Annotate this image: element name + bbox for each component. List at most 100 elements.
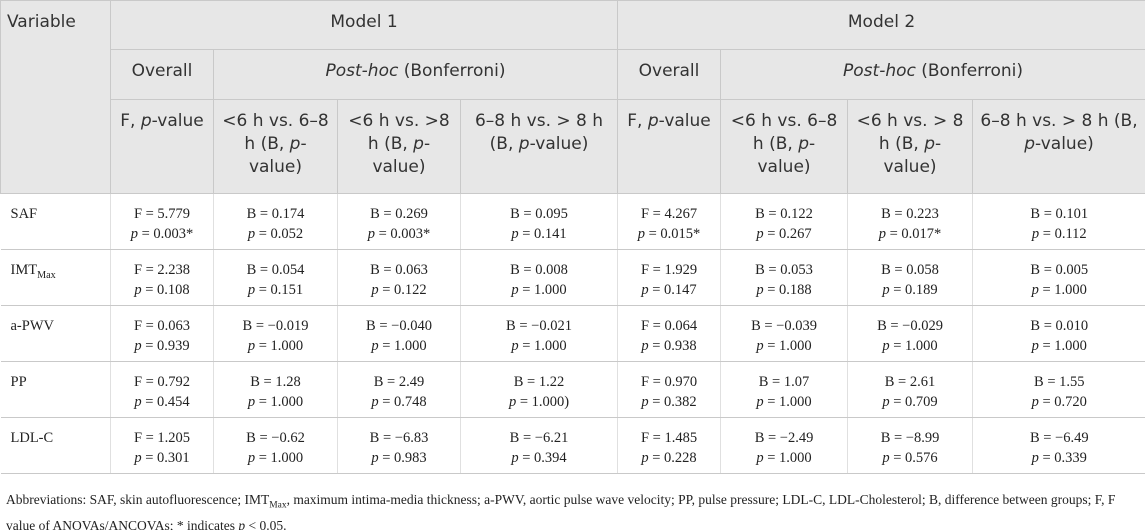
header-text: <6 h vs. 6–8 h (B, xyxy=(222,111,329,154)
variable-cell: IMTMax xyxy=(0,249,111,306)
cell-line: B = −0.029 xyxy=(877,318,943,334)
cell-line: p = 0.147 xyxy=(641,282,697,298)
header-text: Post-hoc xyxy=(843,61,916,81)
cell-line: F = 1.205 xyxy=(133,430,191,446)
variable-text: PP xyxy=(10,374,27,390)
cell-line: B = 0.101 xyxy=(1030,206,1089,222)
header-text: p xyxy=(924,134,935,154)
header-text: p xyxy=(518,134,530,154)
cell-line: F = 0.970 xyxy=(640,374,698,390)
header-overall: Overall xyxy=(617,49,722,100)
cell-line: p = 1.000) xyxy=(508,394,570,410)
cell-line: p = 1.000 xyxy=(1031,282,1087,298)
header-text: -value xyxy=(658,111,711,131)
table: Variable Model 1 Model 2 Overall Post-hoc… xyxy=(0,0,1145,474)
cell-line: B = 0.269 xyxy=(370,206,428,222)
data-cell: B = −0.040 p = 1.000 xyxy=(337,305,461,362)
data-cell: B = −0.021 p = 1.000 xyxy=(459,305,618,362)
data-cell: B = 0.005 p = 1.000 xyxy=(972,249,1145,306)
cell-line: p = 1.000 xyxy=(371,338,427,354)
cell-line: F = 0.792 xyxy=(133,374,191,390)
cell-line: B = 0.053 xyxy=(755,262,813,278)
cell-line: B = 0.174 xyxy=(246,206,305,222)
cell-line: p = 0.709 xyxy=(882,394,938,410)
footnote-text: Abbreviations: SAF, skin autofluorescenc… xyxy=(6,492,270,507)
data-cell: B = 0.095 p = 0.141 xyxy=(459,193,618,250)
cell-line: p = 0.576 xyxy=(882,450,938,466)
header-text: (Bonferroni) xyxy=(398,61,506,81)
header-text: -value) xyxy=(372,134,431,177)
header-text: <6 h vs. 6–8 h (B, xyxy=(730,111,838,154)
footnote-text: < 0.05. xyxy=(245,517,287,530)
cell-line: B = 0.122 xyxy=(755,206,813,222)
cell-line: p = 0.112 xyxy=(1031,226,1087,242)
cell-line: p = 1.000 xyxy=(882,338,938,354)
data-cell: B = 2.61 p = 0.709 xyxy=(847,361,973,418)
cell-line: p = 0.015* xyxy=(637,226,701,242)
cell-line: B = 0.005 xyxy=(1030,262,1089,278)
footnote: Abbreviations: SAF, skin autofluorescenc… xyxy=(0,474,1145,530)
cell-line: B = −2.49 xyxy=(754,430,814,446)
header-stat: <6 h vs. > 8 h (B, p-value) xyxy=(847,99,974,194)
cell-line: B = 0.223 xyxy=(881,206,939,222)
data-cell: B = 0.053 p = 0.188 xyxy=(720,249,848,306)
variable-text: IMT xyxy=(10,262,38,278)
data-cell: B = −0.039 p = 1.000 xyxy=(720,305,848,362)
cell-line: F = 0.063 xyxy=(133,318,191,334)
header-text: 6–8 h vs. > 8 h (B, xyxy=(980,111,1138,131)
header-stat: F, p-value xyxy=(110,99,214,194)
variable-cell: LDL-C xyxy=(0,417,111,474)
cell-line: p = 1.000 xyxy=(247,338,304,354)
cell-line: p = 0.017* xyxy=(878,226,942,242)
header-text: -value) xyxy=(248,134,307,177)
data-cell: B = −8.99 p = 0.576 xyxy=(847,417,973,474)
cell-line: p = 0.141 xyxy=(511,226,567,242)
data-cell: B = 0.058 p = 0.189 xyxy=(847,249,973,306)
header-text: (Bonferroni) xyxy=(915,61,1024,81)
cell-line: B = 2.49 xyxy=(373,374,425,390)
header-text: F, xyxy=(627,111,648,131)
header-stat: <6 h vs. 6–8 h (B, p-value) xyxy=(720,99,849,194)
cell-line: B = −0.039 xyxy=(751,318,817,334)
cell-line: B = −0.019 xyxy=(242,318,309,334)
cell-line: B = −8.99 xyxy=(880,430,940,446)
header-text: 6–8 h vs. > 8 h (B, xyxy=(474,111,604,154)
header-model: Model 2 xyxy=(617,0,1145,50)
header-stat: <6 h vs. >8 h (B, p-value) xyxy=(337,99,461,194)
data-cell: F = 5.779 p = 0.003* xyxy=(110,193,214,250)
header-text: <6 h vs. >8 h (B, xyxy=(348,111,450,154)
data-cell: B = 0.054 p = 0.151 xyxy=(213,249,338,306)
data-cell: B = −0.029 p = 1.000 xyxy=(847,305,973,362)
cell-line: p = 0.003* xyxy=(367,226,431,242)
footnote-text: Max xyxy=(269,500,287,511)
cell-line: p = 0.267 xyxy=(756,226,812,242)
cell-line: F = 1.929 xyxy=(640,262,698,278)
cell-line: p = 1.000 xyxy=(756,394,812,410)
cell-line: p = 0.748 xyxy=(371,394,427,410)
data-cell: B = 1.28 p = 1.000 xyxy=(213,361,338,418)
header-text: p xyxy=(289,134,301,154)
cell-line: p = 0.394 xyxy=(511,450,567,466)
header-text: p xyxy=(647,111,659,131)
cell-line: p = 1.000 xyxy=(247,394,304,410)
cell-line: F = 1.485 xyxy=(640,430,698,446)
cell-line: p = 0.939 xyxy=(134,338,190,354)
header-posthoc: Post-hoc (Bonferroni) xyxy=(720,49,1145,100)
data-cell: F = 0.970 p = 0.382 xyxy=(617,361,721,418)
cell-line: p = 0.188 xyxy=(756,282,812,298)
footnote-text: , maximum intima-media thickness; a-PWV,… xyxy=(6,492,1116,530)
cell-line: B = −6.49 xyxy=(1029,430,1089,446)
cell-line: B = 0.010 xyxy=(1030,318,1089,334)
data-cell: B = −0.019 p = 1.000 xyxy=(213,305,338,362)
table-row: SAF F = 5.779 p = 0.003* B = 0.174 p = 0.052… xyxy=(0,193,1145,250)
cell-line: F = 2.238 xyxy=(133,262,191,278)
cell-line: p = 0.122 xyxy=(371,282,427,298)
cell-line: F = 5.779 xyxy=(133,206,191,222)
data-cell: B = 0.008 p = 1.000 xyxy=(459,249,618,306)
header-text: -value) xyxy=(1035,134,1094,154)
data-cell: B = 0.063 p = 0.122 xyxy=(337,249,461,306)
header-text: F, xyxy=(120,111,141,131)
table-row: a-PWV F = 0.063 p = 0.939 B = −0.019 p = 1.0… xyxy=(0,305,1145,362)
cell-line: p = 1.000 xyxy=(247,450,304,466)
footnote-text: p xyxy=(238,517,246,530)
